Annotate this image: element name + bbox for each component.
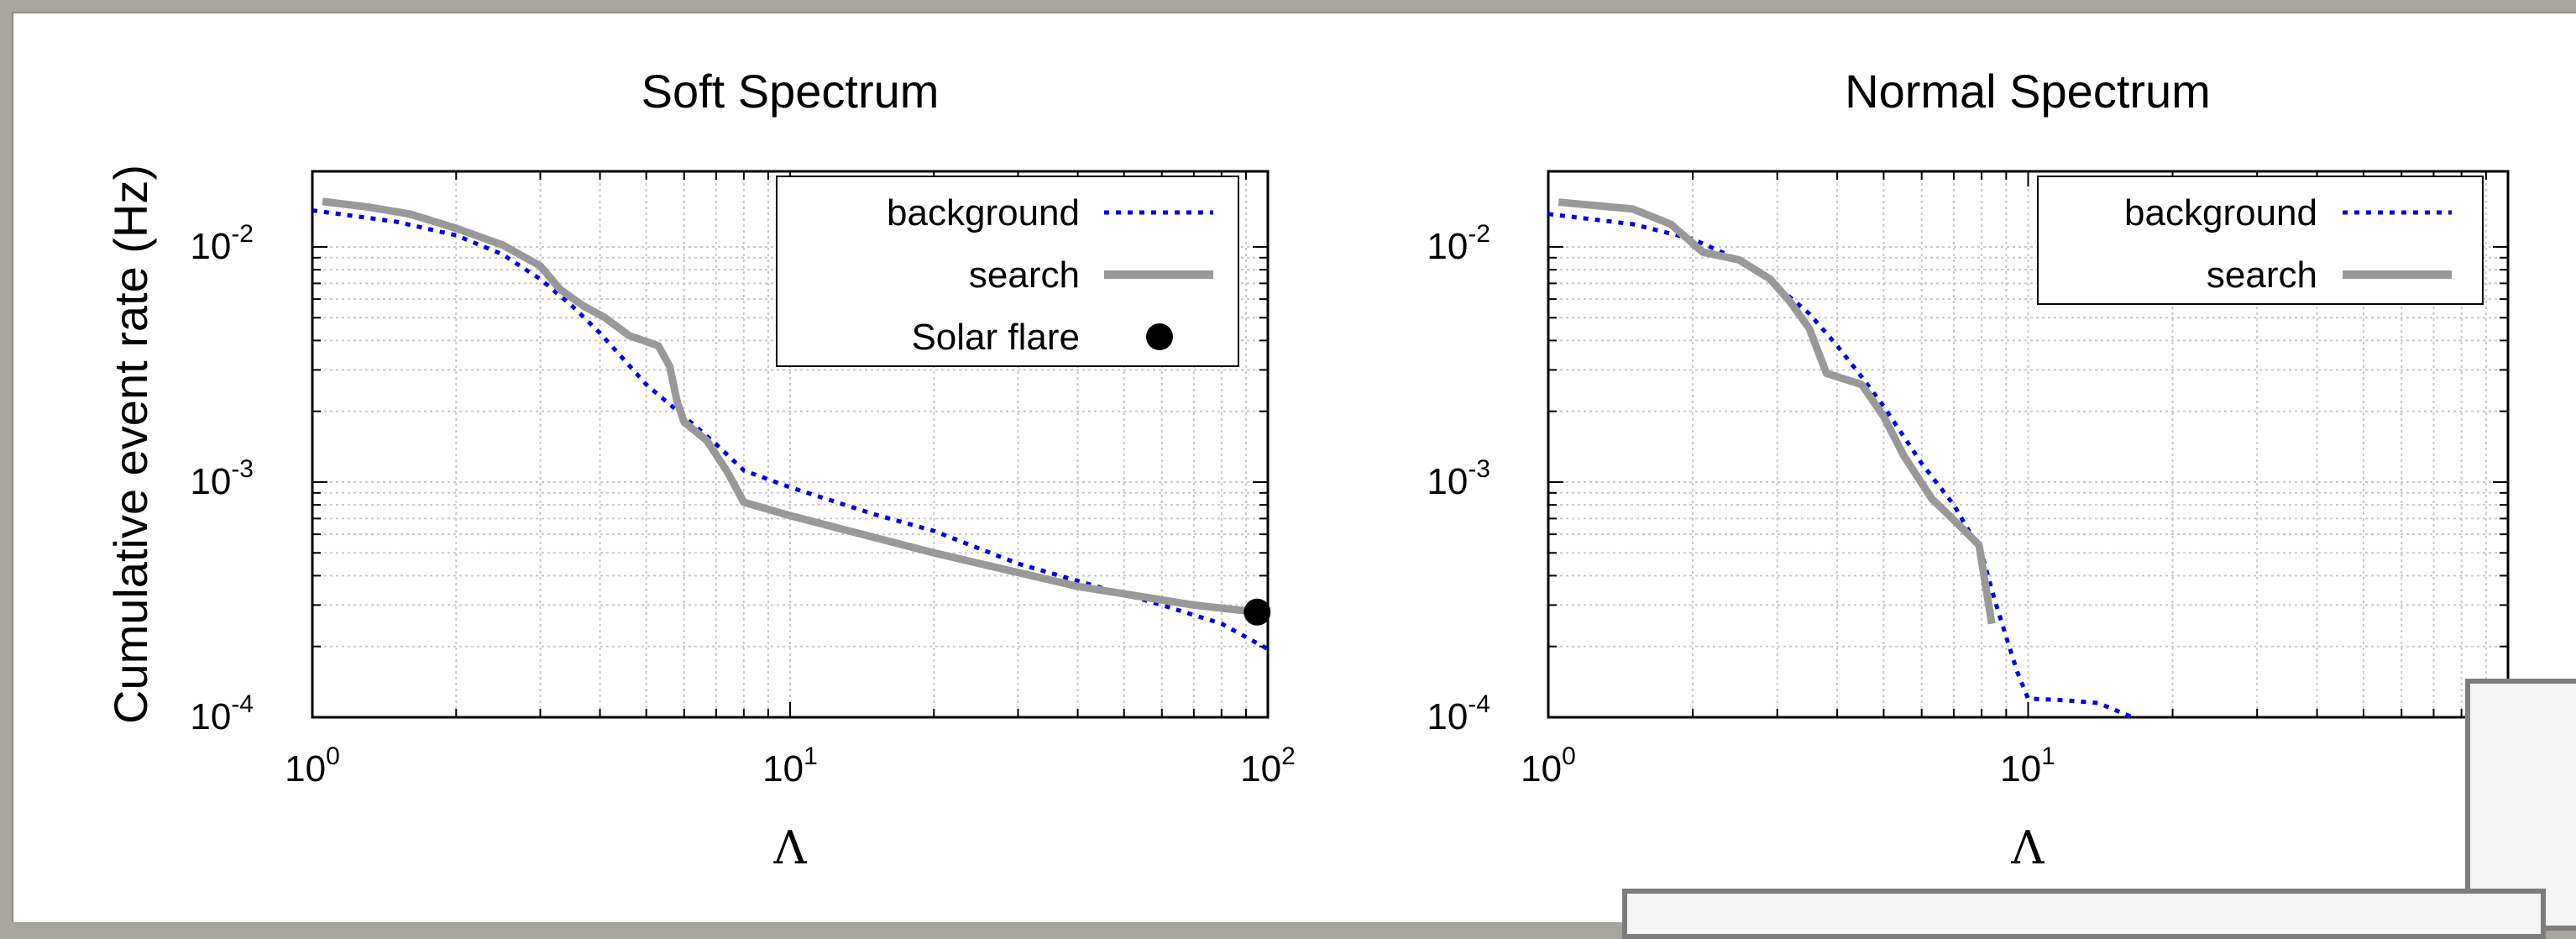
legend-label-search: search <box>2207 254 2317 296</box>
x-tick-label: 100 <box>285 742 340 789</box>
x-tick-label: 101 <box>762 742 818 789</box>
data-point-solar-flare <box>1243 598 1271 626</box>
y-tick-label: 10-3 <box>190 455 254 502</box>
panel-normal-spectrum: Normal Spectrum 10-2 10-3 10-4 100 101 Λ… <box>1427 65 2510 874</box>
y-tick-label: 10-4 <box>1427 690 1490 737</box>
x-tick-label: 101 <box>2000 742 2055 789</box>
chart-title-right: Normal Spectrum <box>1845 65 2211 118</box>
x-axis-label-left: Λ <box>773 821 808 874</box>
legend-right: background search <box>2037 176 2484 305</box>
y-axis-label-left: Cumulative event rate (Hz) <box>104 165 157 724</box>
chart-title-left: Soft Spectrum <box>641 65 940 118</box>
legend-label-solar-flare: Solar flare <box>911 317 1080 358</box>
series-right <box>1547 198 2134 720</box>
legend-box-right <box>2037 176 2484 305</box>
plot-area-left <box>311 170 1270 719</box>
y-tick-label: 10-2 <box>190 220 254 267</box>
x-axis-label-right: Λ <box>2011 821 2045 874</box>
x-tick-label: 100 <box>1521 742 1576 789</box>
legend-left: background search Solar flare <box>776 176 1239 367</box>
legend-swatch-solar-flare <box>1146 323 1173 350</box>
x-tick-label: 102 <box>1240 742 1296 789</box>
y-tick-label: 10-3 <box>1427 455 1490 502</box>
y-tick-label: 10-2 <box>1427 220 1490 267</box>
series-line-background <box>1547 212 2134 720</box>
y-tick-label: 10-4 <box>190 690 254 737</box>
legend-label-background: background <box>887 192 1080 233</box>
series-line-search <box>322 197 1258 616</box>
plot-area-right <box>1547 170 2510 719</box>
series-left <box>312 197 1271 651</box>
panel-soft-spectrum: Soft Spectrum Cumulative event rate (Hz)… <box>104 65 1296 874</box>
series-line-search <box>1558 198 1996 625</box>
overlay-panel-lower <box>1622 889 2546 939</box>
figure-frame <box>12 12 2576 922</box>
legend-label-search: search <box>969 254 1080 296</box>
legend-label-background: background <box>2124 192 2317 233</box>
